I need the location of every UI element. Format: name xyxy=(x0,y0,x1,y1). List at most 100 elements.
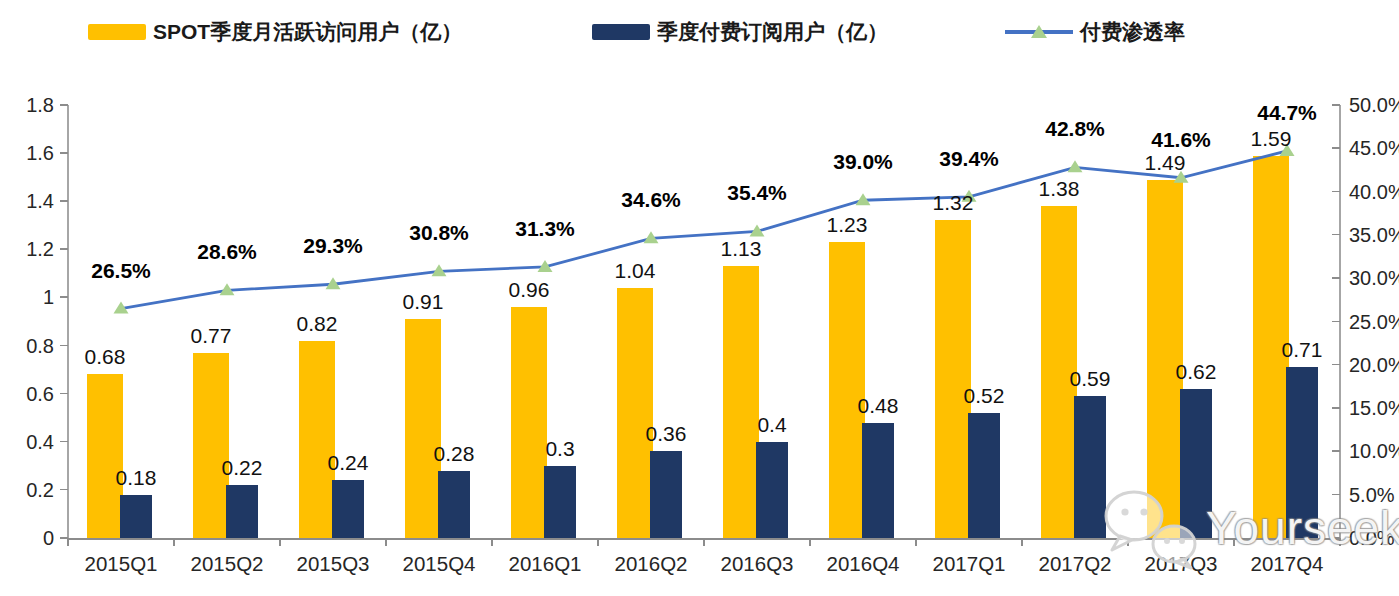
chart-root: SPOT季度月活跃访问用户（亿） 季度付费订阅用户（亿） 付费渗透率 1.81.… xyxy=(0,0,1399,596)
x-axis-tick xyxy=(173,538,175,546)
mau-value-label: 0.68 xyxy=(85,345,126,369)
penetration-label: 42.8% xyxy=(1045,117,1105,141)
subs-value-label: 0.18 xyxy=(116,466,157,490)
left-axis-tick-label: 1.2 xyxy=(26,238,54,261)
x-axis-tick xyxy=(279,538,281,546)
subs-bar xyxy=(120,495,152,538)
subs-bar xyxy=(1286,367,1318,538)
subs-bar xyxy=(968,413,1000,538)
right-axis-tick-label: 50.0% xyxy=(1349,94,1399,117)
penetration-label: 29.3% xyxy=(303,234,363,258)
mau-value-label: 1.32 xyxy=(933,191,974,215)
subs-value-label: 0.36 xyxy=(646,422,687,446)
subs-value-label: 0.22 xyxy=(222,456,263,480)
mau-bar xyxy=(829,242,865,538)
left-axis-tick xyxy=(60,345,68,347)
x-axis-tick xyxy=(385,538,387,546)
mau-bar xyxy=(1147,180,1183,538)
x-axis-label: 2015Q3 xyxy=(297,552,370,576)
right-axis-tick xyxy=(1332,191,1340,193)
mau-bar xyxy=(87,374,123,538)
left-axis-tick-label: 1.4 xyxy=(26,190,54,213)
left-axis-tick xyxy=(60,152,68,154)
x-axis-label: 2017Q4 xyxy=(1251,552,1324,576)
right-axis-tick xyxy=(1332,147,1340,149)
legend-label-penetration: 付费渗透率 xyxy=(1080,18,1185,46)
x-axis-tick xyxy=(491,538,493,546)
left-axis-line xyxy=(67,105,69,538)
subs-bar xyxy=(438,471,470,538)
penetration-label: 35.4% xyxy=(727,181,787,205)
left-axis-tick-label: 0.2 xyxy=(26,478,54,501)
penetration-marker-icon xyxy=(1068,160,1083,172)
right-axis-tick xyxy=(1332,364,1340,366)
left-axis-tick-label: 1 xyxy=(43,286,54,309)
right-axis-tick-label: 5.0% xyxy=(1349,483,1395,506)
right-axis-tick xyxy=(1332,277,1340,279)
left-axis-tick-label: 0.4 xyxy=(26,430,54,453)
mau-bar xyxy=(299,341,335,538)
right-axis-tick-label: 30.0% xyxy=(1349,267,1399,290)
mau-value-label: 0.96 xyxy=(509,278,550,302)
penetration-marker-icon xyxy=(538,260,553,272)
mau-value-label: 0.77 xyxy=(191,324,232,348)
legend-label-mau: SPOT季度月活跃访问用户（亿） xyxy=(153,18,462,46)
right-axis-tick-label: 25.0% xyxy=(1349,310,1399,333)
x-axis-tick xyxy=(915,538,917,546)
penetration-marker-icon xyxy=(856,193,871,205)
x-axis-tick xyxy=(809,538,811,546)
subs-value-label: 0.28 xyxy=(434,442,475,466)
penetration-label: 41.6% xyxy=(1151,128,1211,152)
x-axis-tick xyxy=(597,538,599,546)
right-axis-tick-label: 0.0% xyxy=(1349,527,1395,550)
left-axis-tick xyxy=(60,441,68,443)
subs-bar xyxy=(1074,396,1106,538)
x-axis-tick xyxy=(703,538,705,546)
mau-value-label: 0.82 xyxy=(297,312,338,336)
mau-value-label: 1.13 xyxy=(721,237,762,261)
left-axis-tick xyxy=(60,248,68,250)
right-axis-tick-label: 15.0% xyxy=(1349,397,1399,420)
right-axis-tick xyxy=(1332,104,1340,106)
penetration-label: 28.6% xyxy=(197,240,257,264)
right-axis-tick-label: 20.0% xyxy=(1349,353,1399,376)
subs-value-label: 0.24 xyxy=(328,451,369,475)
right-axis-tick-label: 45.0% xyxy=(1349,137,1399,160)
x-axis-label: 2015Q1 xyxy=(85,552,158,576)
x-axis-tick xyxy=(1127,538,1129,546)
mau-value-label: 1.38 xyxy=(1039,177,1080,201)
x-axis-tick xyxy=(67,538,69,546)
x-axis-label: 2015Q4 xyxy=(403,552,476,576)
penetration-label: 26.5% xyxy=(91,259,151,283)
mau-value-label: 1.59 xyxy=(1251,127,1292,151)
subs-value-label: 0.62 xyxy=(1176,360,1217,384)
right-axis-tick xyxy=(1332,450,1340,452)
x-axis-label: 2015Q2 xyxy=(191,552,264,576)
penetration-line xyxy=(121,151,1287,309)
subs-value-label: 0.71 xyxy=(1282,338,1323,362)
right-axis-tick-label: 40.0% xyxy=(1349,180,1399,203)
penetration-label: 39.0% xyxy=(833,150,893,174)
right-axis-tick xyxy=(1332,494,1340,496)
penetration-label: 30.8% xyxy=(409,221,469,245)
mau-value-label: 1.04 xyxy=(615,259,656,283)
subs-bar xyxy=(332,480,364,538)
x-axis-label: 2016Q2 xyxy=(615,552,688,576)
left-axis-tick xyxy=(60,489,68,491)
subs-value-label: 0.52 xyxy=(964,384,1005,408)
penetration-label: 31.3% xyxy=(515,217,575,241)
subs-bar xyxy=(1180,389,1212,538)
right-axis-tick-label: 10.0% xyxy=(1349,440,1399,463)
mau-bar xyxy=(511,307,547,538)
mau-value-label: 1.49 xyxy=(1145,151,1186,175)
right-axis-tick-label: 35.0% xyxy=(1349,223,1399,246)
x-axis-label: 2016Q1 xyxy=(509,552,582,576)
penetration-label: 34.6% xyxy=(621,188,681,212)
subs-bar xyxy=(756,442,788,538)
legend-item-mau: SPOT季度月活跃访问用户（亿） xyxy=(88,18,462,46)
legend-item-penetration: 付费渗透率 xyxy=(1005,18,1185,46)
subs-bar xyxy=(544,466,576,538)
legend-swatch-penetration-line xyxy=(1005,24,1073,40)
mau-bar xyxy=(935,220,971,538)
right-axis-tick xyxy=(1332,407,1340,409)
